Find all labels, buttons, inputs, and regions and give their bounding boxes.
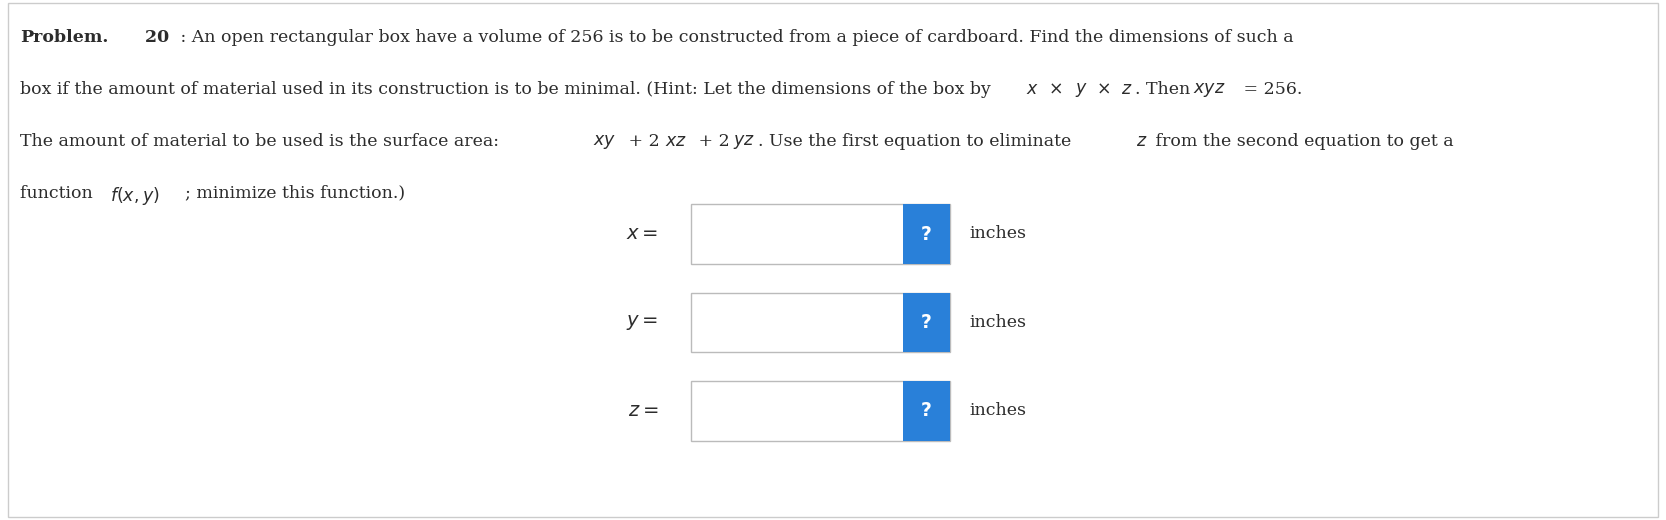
Text: $y =$: $y =$ [626,313,658,332]
Text: inches: inches [970,314,1026,331]
Text: ; minimize this function.): ; minimize this function.) [185,185,405,202]
Text: inches: inches [970,402,1026,419]
Text: inches: inches [970,226,1026,242]
Text: $yz$: $yz$ [733,133,755,151]
Text: $\times$: $\times$ [1043,81,1065,98]
FancyBboxPatch shape [903,381,950,441]
FancyBboxPatch shape [903,292,950,353]
Text: $f(x, y)$: $f(x, y)$ [110,185,160,206]
Text: function: function [20,185,98,202]
Text: ?: ? [921,313,931,332]
FancyBboxPatch shape [691,381,950,441]
Text: $z$: $z$ [1136,133,1148,150]
Text: from the second equation to get a: from the second equation to get a [1150,133,1453,150]
Text: + 2: + 2 [623,133,660,150]
Text: $x =$: $x =$ [626,225,658,243]
Text: = 256.: = 256. [1238,81,1303,98]
Text: $x$: $x$ [1026,81,1040,98]
Text: $z =$: $z =$ [628,402,658,420]
Text: . Then: . Then [1135,81,1195,98]
Text: ?: ? [921,225,931,243]
Text: $xz$: $xz$ [665,133,686,150]
FancyBboxPatch shape [691,204,950,264]
Text: $\times$: $\times$ [1091,81,1113,98]
Text: ?: ? [921,401,931,420]
Text: + 2: + 2 [693,133,730,150]
Text: The amount of material to be used is the surface area:: The amount of material to be used is the… [20,133,505,150]
Text: 20: 20 [133,29,170,46]
Text: box if the amount of material used in its construction is to be minimal. (Hint: : box if the amount of material used in it… [20,81,996,98]
Text: $y$: $y$ [1075,81,1088,99]
FancyBboxPatch shape [691,292,950,353]
Text: Problem.: Problem. [20,29,108,46]
FancyBboxPatch shape [903,204,950,264]
Text: $xyz$: $xyz$ [1193,81,1225,99]
Text: : An open rectangular box have a volume of 256 is to be constructed from a piece: : An open rectangular box have a volume … [175,29,1293,46]
Text: $xy$: $xy$ [593,133,616,151]
Text: $z$: $z$ [1121,81,1133,98]
Text: . Use the first equation to eliminate: . Use the first equation to eliminate [758,133,1076,150]
